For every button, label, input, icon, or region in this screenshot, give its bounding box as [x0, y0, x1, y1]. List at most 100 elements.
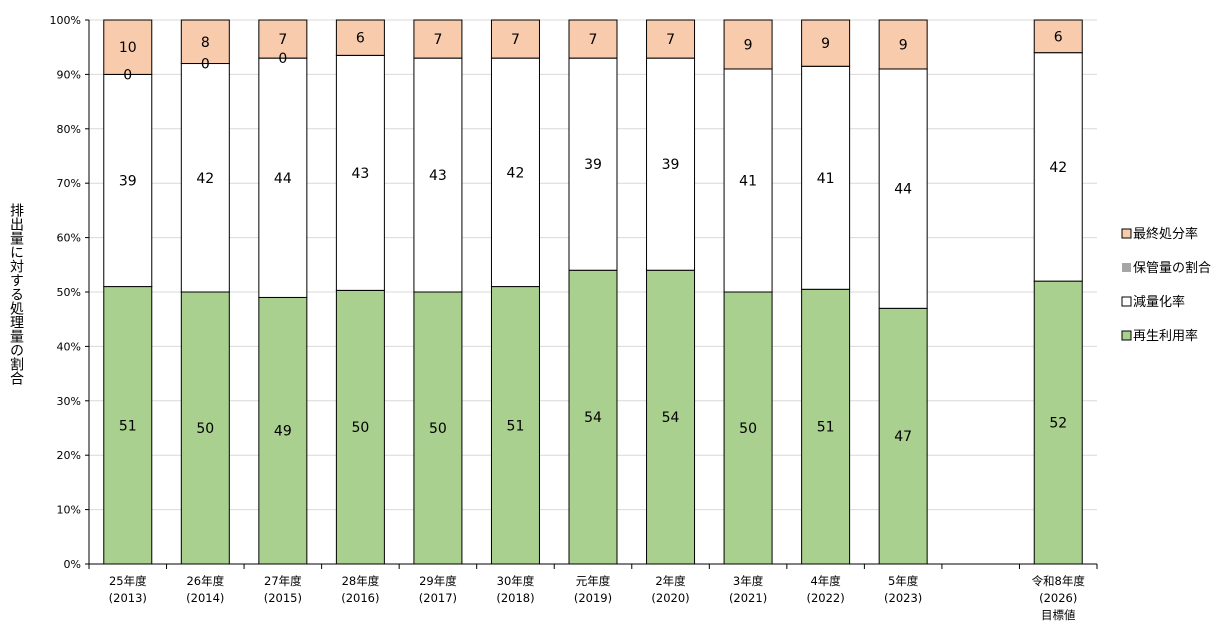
data-label: 51	[507, 418, 525, 434]
x-tick-label: (2015)	[264, 591, 302, 605]
bar-segment	[490, 19, 540, 59]
data-label: 41	[817, 171, 835, 187]
data-label: 50	[429, 421, 447, 437]
bar-segment	[335, 289, 385, 565]
bar-segment	[180, 19, 230, 65]
legend-label: 最終処分率	[1133, 226, 1198, 242]
x-tick-label: 25年度	[109, 574, 147, 588]
x-tick-label: (2023)	[884, 591, 922, 605]
data-label: 44	[894, 182, 912, 198]
x-tick-label: 26年度	[186, 574, 224, 588]
data-label: 42	[196, 171, 214, 187]
data-label: 51	[817, 420, 835, 436]
bar-segment	[103, 73, 153, 288]
x-tick-label: 28年度	[342, 574, 380, 588]
data-label: 9	[899, 37, 908, 53]
data-label: 8	[201, 35, 210, 51]
bar-segment	[568, 19, 618, 59]
data-label: 0	[278, 51, 287, 67]
x-tick-label: 3年度	[733, 574, 764, 588]
data-label: 42	[507, 165, 525, 181]
data-label: 7	[666, 32, 675, 48]
bar-segment	[413, 19, 463, 59]
legend-label: 減量化率	[1133, 294, 1185, 310]
bar-segment	[413, 57, 463, 293]
data-label: 6	[1054, 29, 1063, 45]
bar-segment	[1033, 280, 1083, 565]
legend-swatch	[1121, 296, 1132, 307]
data-label: 52	[1049, 416, 1067, 432]
x-tick-label: (2021)	[729, 591, 767, 605]
legend-swatch	[1121, 228, 1132, 239]
x-tick-label: 令和8年度	[1032, 574, 1086, 588]
data-label: 43	[351, 166, 369, 182]
y-tick-label: 100%	[50, 14, 81, 27]
bar-segment	[646, 19, 696, 59]
bar-segment	[801, 65, 851, 290]
bar-segment	[335, 19, 385, 56]
bars	[103, 19, 1083, 565]
legend-swatch	[1122, 263, 1131, 272]
data-label: 49	[274, 424, 292, 440]
bar-segment	[568, 57, 618, 271]
data-label: 0	[123, 67, 132, 83]
axes	[88, 20, 1098, 569]
x-tick-label: (2026)	[1039, 591, 1077, 605]
bar-segment	[1033, 19, 1083, 54]
y-tick-label: 60%	[57, 232, 81, 245]
bar-segment	[413, 291, 463, 565]
bar-segment	[490, 57, 540, 288]
bar-segment	[723, 19, 773, 70]
legend-label: 再生利用率	[1133, 328, 1198, 344]
x-tick-label: (2014)	[186, 591, 224, 605]
y-tick-label: 20%	[57, 449, 81, 462]
data-label: 39	[662, 157, 680, 173]
y-tick-label: 90%	[57, 68, 81, 81]
y-axis-ticks: 0% 10% 20% 30% 40% 50% 60% 70% 80% 90% 100%	[50, 14, 89, 571]
legend-swatch	[1121, 330, 1132, 341]
y-axis-label: 排出量に対する処理量の割合	[8, 203, 24, 385]
bar-segment	[723, 68, 773, 293]
data-label: 7	[589, 32, 598, 48]
y-tick-label: 0%	[64, 558, 81, 571]
x-tick-label: (2022)	[806, 591, 844, 605]
bar-segment	[1033, 52, 1083, 282]
data-label: 54	[584, 410, 602, 426]
data-label: 7	[433, 32, 442, 48]
data-label: 41	[739, 173, 757, 189]
bar-segment	[258, 296, 308, 565]
data-label: 50	[196, 421, 214, 437]
bar-segment	[258, 57, 308, 298]
data-label: 7	[511, 32, 520, 48]
bar-segment	[568, 269, 618, 565]
data-label: 50	[739, 421, 757, 437]
x-tick-label: 2年度	[655, 574, 686, 588]
bar-segment	[801, 288, 851, 565]
x-tick-label: 27年度	[264, 574, 302, 588]
data-label: 43	[429, 168, 447, 184]
bar-segment	[801, 19, 851, 67]
data-labels: 51 39 0 10 50 42 0 8 49 44 0 7 50 43 6 50 43 7 51 42 7 54 39 7 5…	[119, 29, 1067, 445]
x-tick-label: (2013)	[109, 591, 147, 605]
y-tick-label: 80%	[57, 123, 81, 136]
x-tick-label: 30年度	[497, 574, 535, 588]
data-label: 6	[356, 31, 365, 47]
data-label: 7	[278, 32, 287, 48]
bar-segment	[180, 63, 230, 293]
y-tick-label: 50%	[57, 286, 81, 299]
data-label: 9	[744, 37, 753, 53]
data-label: 42	[1049, 160, 1067, 176]
y-tick-label: 30%	[57, 395, 81, 408]
y-tick-label: 10%	[57, 504, 81, 517]
x-tick-label: 5年度	[888, 574, 919, 588]
x-tick-label: 目標値	[1041, 608, 1076, 622]
bar-segment	[258, 19, 308, 59]
data-label: 54	[662, 410, 680, 426]
x-tick-label: (2018)	[496, 591, 534, 605]
bar-segment	[103, 286, 153, 565]
bar-segment	[878, 19, 928, 70]
bar-segment	[103, 19, 153, 75]
bar-segment	[723, 291, 773, 565]
legend-label: 保管量の割合	[1133, 260, 1211, 276]
